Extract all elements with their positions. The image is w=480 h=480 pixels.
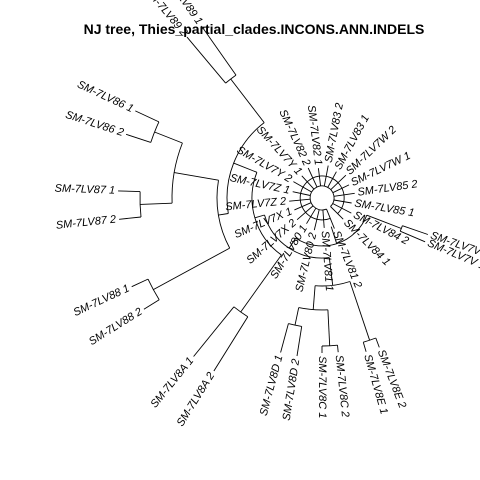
tip-branch xyxy=(330,206,344,220)
tip-branch xyxy=(125,133,151,143)
internal-branch xyxy=(312,285,316,310)
tip-label: SM-7LV7Z 2 xyxy=(225,195,287,213)
tip-branch xyxy=(292,191,311,196)
tip-label: SM-7LV8D 1 xyxy=(258,354,286,417)
clade-8E-arc xyxy=(363,337,376,343)
tip-label: SM-7LV86 1 xyxy=(75,79,135,115)
clade-8C-arc xyxy=(321,344,338,347)
clade-89-arc xyxy=(225,74,237,84)
internal-branch xyxy=(366,214,402,229)
tip-branch xyxy=(322,209,325,228)
internal-branch xyxy=(140,202,173,205)
tip-branch xyxy=(317,168,322,187)
tip-branch xyxy=(327,171,337,188)
chart-title: NJ tree, Thies_partial_clades.INCONS.ANN… xyxy=(84,21,425,37)
internal-branch xyxy=(288,237,297,249)
tip-branch xyxy=(337,345,339,353)
root-branch xyxy=(330,226,338,244)
internal-branch xyxy=(218,213,229,216)
tip-label: SM-7LV87 2 xyxy=(55,214,116,232)
tip-branch xyxy=(313,209,320,231)
internal-branch xyxy=(349,281,371,341)
tip-branch xyxy=(400,230,426,243)
internal-branch xyxy=(174,172,219,181)
tip-branch xyxy=(306,208,317,224)
tip-branch xyxy=(119,216,142,220)
cluster-arc xyxy=(309,185,335,211)
tip-branch xyxy=(333,199,352,204)
tip-branch xyxy=(375,337,380,348)
tip-label: SM-7LV86 2 xyxy=(64,109,125,139)
tip-labels: SM-7LV89 1SM-7LV89 2SM-7LV86 1SM-7LV86 2… xyxy=(54,0,480,429)
internal-branch xyxy=(154,131,183,144)
cluster-outer-arc xyxy=(299,175,345,221)
tip-branch xyxy=(307,167,318,188)
tip-branch xyxy=(201,25,237,76)
tip-label: SM-7LV8C 1 xyxy=(316,356,328,418)
internal-branch xyxy=(254,214,265,219)
internal-branch xyxy=(327,309,331,346)
tip-label: SM-7LV88 2 xyxy=(87,306,145,348)
tip-branch xyxy=(332,184,350,194)
tip-branch xyxy=(143,299,160,310)
tip-branch xyxy=(296,205,314,221)
tree-branches xyxy=(118,25,429,372)
node-left xyxy=(251,172,282,256)
tip-branch xyxy=(402,225,429,235)
tip-label: SM-7LV88 1 xyxy=(72,282,132,318)
tip-branch xyxy=(135,110,160,123)
internal-branch xyxy=(230,78,265,123)
tip-branch xyxy=(362,342,367,352)
tip-branch xyxy=(213,316,249,372)
tip-label: SM-7LV81 1 xyxy=(319,230,336,291)
tip-branch xyxy=(296,326,303,357)
internal-branch xyxy=(240,254,282,313)
tip-branch xyxy=(186,36,226,84)
internal-branch xyxy=(233,162,258,173)
tip-label: SM-7LV8D 2 xyxy=(281,358,303,421)
tip-branch xyxy=(301,175,315,190)
internal-branch xyxy=(294,307,300,326)
tip-branch xyxy=(193,306,235,357)
tip-branch xyxy=(118,190,141,193)
tip-branch xyxy=(289,198,311,202)
internal-branch xyxy=(328,257,334,286)
tip-branch xyxy=(131,278,149,288)
tip-label: SM-7LV8C 2 xyxy=(333,354,351,417)
tip-branch xyxy=(294,202,312,211)
internal-branch xyxy=(153,247,230,290)
tip-branch xyxy=(326,208,335,229)
tip-branch xyxy=(280,323,289,353)
tip-label: SM-7LV87 1 xyxy=(54,183,115,197)
